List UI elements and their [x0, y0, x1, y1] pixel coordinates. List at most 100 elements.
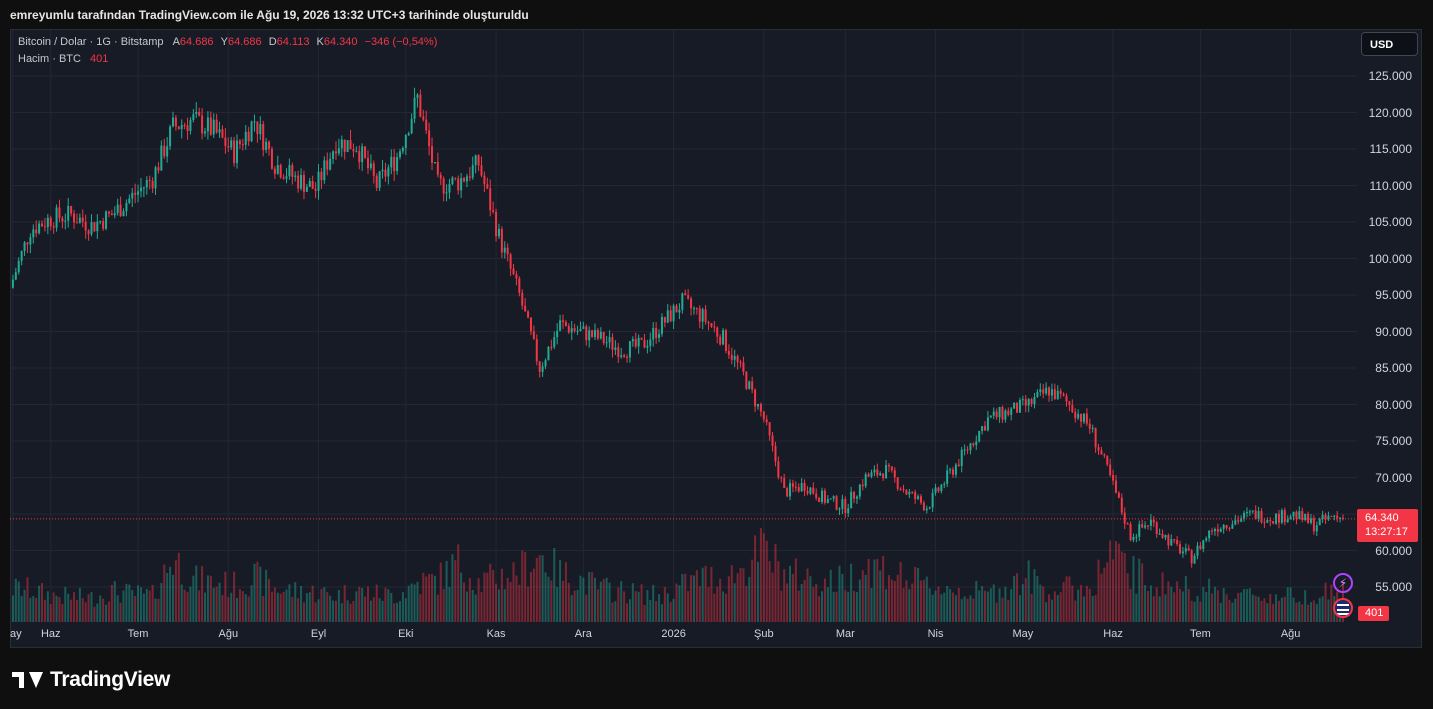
volume-bar	[1039, 584, 1042, 622]
y-tick-label: 100.000	[1368, 251, 1412, 266]
volume-bar	[911, 583, 914, 622]
candle-body	[1155, 522, 1158, 535]
volume-bar	[401, 592, 404, 622]
volume-bar	[346, 600, 349, 622]
volume-bar	[614, 601, 617, 622]
volume-bar	[707, 587, 710, 622]
candle-body	[544, 360, 547, 367]
flash-icon[interactable]: ⚡	[1333, 573, 1353, 593]
candle-body	[396, 157, 399, 172]
candle-body	[812, 487, 815, 494]
candle-body	[49, 217, 52, 227]
volume-bar	[998, 588, 1001, 622]
candle-body	[90, 222, 93, 235]
candle-body	[701, 309, 704, 322]
volume-bar	[1082, 596, 1085, 622]
candle-body	[1225, 525, 1228, 528]
candle-body	[55, 207, 58, 228]
candle-body	[329, 158, 332, 170]
currency-button[interactable]: USD	[1361, 32, 1418, 56]
volume-bar	[658, 594, 661, 622]
candle-body	[294, 175, 297, 177]
volume-bar	[1068, 576, 1071, 622]
volume-bar	[730, 565, 733, 622]
volume-bar	[716, 586, 719, 622]
candle-body	[87, 230, 90, 235]
candle-body	[1286, 519, 1289, 523]
brand[interactable]: TradingView	[12, 668, 170, 692]
candle-body	[166, 146, 169, 157]
volume-bar	[1010, 589, 1013, 622]
candle-body	[1266, 520, 1269, 523]
volume-bar	[1237, 592, 1240, 622]
volume-bar	[81, 598, 84, 622]
candle-body	[972, 443, 975, 446]
volume-bar	[966, 598, 969, 622]
candle-body	[561, 320, 564, 322]
volume-bar	[794, 558, 797, 622]
volume-bar	[1071, 585, 1074, 622]
candle-body	[1056, 390, 1059, 400]
volume-bar	[535, 557, 538, 622]
candle-body	[93, 222, 96, 232]
volume-bar	[1129, 589, 1132, 622]
candle-body	[940, 484, 943, 492]
volume-bar	[474, 594, 477, 622]
candle-body	[751, 381, 754, 390]
volume-bar	[151, 584, 154, 622]
volume-bar	[756, 561, 759, 622]
candle-body	[992, 411, 995, 416]
volume-bar	[975, 580, 978, 622]
volume-bar	[352, 601, 355, 622]
candle-body	[1024, 399, 1027, 406]
volume-bar	[1248, 588, 1251, 622]
volume-bar	[922, 579, 925, 622]
volume-bar	[14, 578, 17, 622]
volume-bar	[1205, 592, 1208, 622]
volume-bar	[180, 584, 183, 622]
candle-body	[428, 130, 431, 147]
candle-body	[1036, 392, 1039, 398]
candle-body	[244, 131, 247, 145]
candle-body	[1213, 529, 1216, 532]
volume-bar	[972, 598, 975, 622]
candle-body	[503, 247, 506, 253]
candle-body	[23, 242, 26, 252]
volume-bar	[981, 586, 984, 622]
volume-bar	[1231, 602, 1234, 622]
y-tick-label: 95.000	[1375, 288, 1412, 302]
candle-body	[361, 146, 364, 163]
candle-body	[631, 339, 634, 342]
volume-bar	[541, 555, 544, 622]
candle-body	[1114, 480, 1117, 493]
candle-body	[628, 341, 631, 358]
volume-bar	[294, 582, 297, 622]
candle-body	[1283, 510, 1286, 523]
candle-body	[465, 176, 468, 182]
us-flag-icon[interactable]	[1333, 598, 1353, 618]
volume-bar	[265, 569, 268, 622]
candle-body	[1292, 511, 1295, 517]
volume-bar	[78, 587, 81, 622]
volume-bar	[882, 556, 885, 622]
candle-body	[81, 217, 84, 222]
volume-bar	[1225, 594, 1228, 622]
volume-bar	[96, 603, 99, 622]
volume-bar	[1132, 556, 1135, 622]
candle-body	[1039, 389, 1042, 393]
volume-bar	[582, 577, 585, 622]
x-tick-label: Eki	[398, 628, 414, 640]
candle-body	[1027, 399, 1030, 406]
volume-bar	[902, 587, 905, 622]
candle-body	[1196, 545, 1199, 556]
candle-body	[442, 178, 445, 194]
volume-bar	[355, 591, 358, 622]
volume-bar	[1048, 594, 1051, 622]
volume-bar	[660, 604, 663, 622]
volume-bar	[745, 586, 748, 622]
candle-body	[1164, 535, 1167, 538]
candle-body	[425, 119, 428, 131]
volume-bar	[262, 595, 265, 622]
candle-body	[730, 354, 733, 360]
